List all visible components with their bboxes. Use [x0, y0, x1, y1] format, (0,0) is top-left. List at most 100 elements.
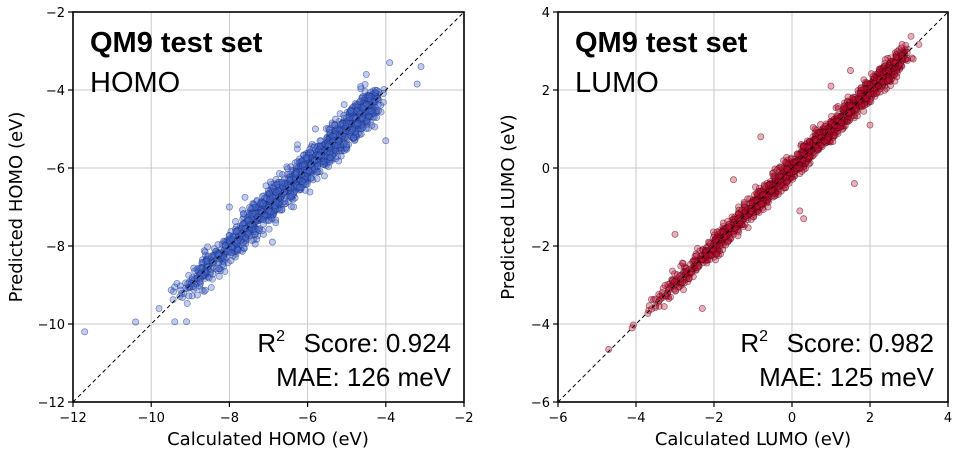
homo-scatter-point	[354, 119, 362, 127]
homo-scatter-point	[265, 217, 273, 225]
homo-scatter-point	[286, 176, 294, 184]
homo-scatter-point	[337, 152, 345, 160]
homo-scatter-point	[325, 126, 333, 134]
lumo-scatter-point	[827, 118, 834, 126]
lumo-scatter-point	[713, 238, 720, 246]
homo-scatter-point	[315, 151, 323, 159]
lumo-scatter-point	[871, 74, 878, 82]
homo-scatter-point	[244, 216, 252, 224]
lumo-scatter-point	[893, 73, 901, 81]
lumo-scatter-point	[909, 55, 917, 63]
homo-scatter-point	[234, 247, 242, 255]
homo-scatter-point	[300, 161, 308, 168]
homo-scatter-point	[266, 178, 274, 186]
lumo-x-tick-label: −6	[548, 411, 567, 426]
lumo-y-tick-label: 4	[542, 6, 550, 21]
lumo-scatter-point	[806, 153, 814, 161]
homo-y-tick-label: −2	[46, 6, 65, 21]
lumo-outlier-point	[757, 133, 765, 141]
homo-x-tick-label: −10	[137, 411, 164, 426]
homo-scatter-point	[207, 283, 215, 291]
lumo-scatter-point	[679, 278, 687, 286]
homo-scatter-point	[342, 122, 350, 130]
homo-scatter-point	[215, 265, 223, 273]
lumo-scatter-point	[907, 32, 915, 40]
homo-scatter-point	[246, 203, 253, 211]
lumo-scatter-point	[645, 302, 653, 310]
lumo-outlier-point	[605, 345, 613, 353]
lumo-scatter-point	[771, 192, 779, 200]
homo-scatter-point	[176, 292, 184, 300]
homo-outlier-point	[171, 283, 179, 291]
lumo-scatter-point	[875, 65, 883, 73]
homo-scatter-point	[186, 284, 194, 291]
lumo-scatter-point	[765, 198, 772, 206]
homo-scatter-point	[320, 157, 328, 165]
homo-scatter-point	[279, 190, 287, 198]
lumo-r2-annotation: Score: 0.982 R2	[740, 328, 934, 358]
lumo-points	[605, 32, 923, 353]
homo-scatter-point	[227, 249, 235, 257]
lumo-scatter-point	[866, 81, 874, 89]
lumo-scatter-point	[741, 221, 749, 229]
homo-scatter-point	[357, 85, 365, 93]
lumo-scatter-point	[777, 164, 785, 171]
homo-scatter-point	[190, 264, 198, 272]
homo-scatter-point	[292, 170, 300, 178]
homo-scatter-point	[328, 121, 336, 129]
lumo-scatter-point	[840, 103, 848, 111]
lumo-scatter-point	[727, 234, 735, 242]
homo-r2-label: Score: 0.924	[304, 328, 451, 358]
lumo-scatter-point	[837, 118, 845, 126]
lumo-x-tick-label: 0	[788, 411, 796, 426]
homo-outlier-point	[268, 238, 276, 246]
lumo-title: QM9 test set	[575, 27, 748, 59]
lumo-scatter-point	[873, 90, 880, 97]
homo-outlier-point	[417, 63, 425, 71]
lumo-outlier-point	[847, 67, 854, 74]
homo-scatter-point	[359, 123, 367, 131]
homo-scatter-point	[313, 168, 320, 176]
homo-scatter-point	[258, 208, 266, 216]
lumo-x-tick-label: −4	[626, 411, 645, 426]
lumo-scatter-point	[725, 230, 733, 238]
lumo-scatter-point	[783, 178, 791, 186]
homo-scatter-point	[204, 263, 211, 271]
lumo-scatter-point	[753, 189, 760, 197]
homo-outlier-point	[331, 121, 339, 129]
homo-scatter-point	[293, 145, 301, 153]
lumo-scatter-point	[796, 164, 804, 172]
lumo-scatter-point	[768, 186, 776, 194]
homo-subtitle: HOMO	[90, 67, 180, 99]
homo-outlier-point	[81, 328, 89, 336]
lumo-scatter-point	[644, 309, 652, 317]
homo-scatter-point	[232, 218, 239, 225]
lumo-scatter-point	[803, 143, 811, 151]
homo-scatter-point	[210, 245, 218, 253]
homo-scatter-point	[356, 110, 364, 118]
homo-scatter-point	[280, 198, 288, 206]
lumo-scatter-point	[816, 128, 824, 136]
lumo-outlier-point	[796, 207, 804, 215]
homo-scatter-point	[365, 112, 373, 120]
homo-points	[81, 59, 425, 336]
lumo-scatter-point	[665, 285, 673, 293]
lumo-scatter-point	[761, 182, 769, 190]
lumo-scatter-point	[746, 195, 754, 203]
homo-scatter-point	[324, 142, 332, 150]
homo-scatter-point	[356, 98, 364, 105]
lumo-scatter-point	[771, 172, 779, 180]
homo-scatter-point	[276, 206, 284, 214]
lumo-scatter-point	[846, 101, 854, 109]
homo-outlier-point	[386, 59, 394, 67]
lumo-x-tick-label: 2	[866, 411, 874, 426]
homo-outlier-point	[155, 304, 163, 312]
homo-scatter-point	[298, 178, 306, 186]
homo-scatter-point	[283, 163, 291, 171]
homo-scatter-point	[343, 114, 351, 122]
lumo-scatter-point	[759, 191, 767, 199]
homo-scatter-point	[278, 178, 286, 186]
lumo-outlier-point	[850, 180, 858, 188]
homo-scatter-point	[357, 83, 365, 91]
